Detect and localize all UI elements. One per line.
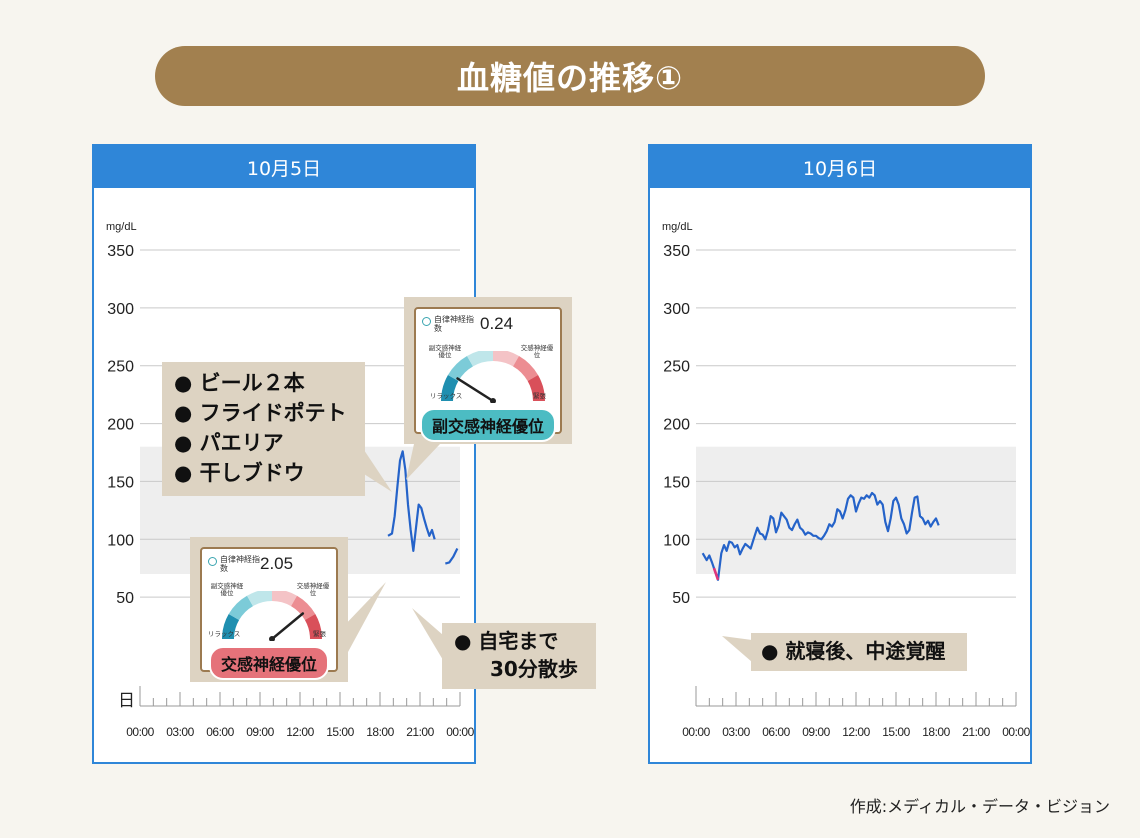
chart-title: 血糖値の推移① bbox=[155, 46, 985, 106]
y-axis-unit: mg/dL bbox=[662, 221, 693, 233]
gauge-arc-segment bbox=[222, 614, 240, 640]
y-tick-label: 150 bbox=[663, 474, 690, 491]
gauge-arc-segment bbox=[247, 591, 273, 607]
gauge-arc-segment bbox=[304, 614, 322, 640]
y-axis-unit: mg/dL bbox=[106, 221, 137, 233]
y-tick-label: 200 bbox=[663, 417, 690, 434]
x-tick-label: 12:00 bbox=[842, 725, 870, 739]
gauge-header: 自律神経指数 bbox=[220, 555, 260, 573]
y-tick-label: 100 bbox=[107, 532, 134, 549]
x-tick-label: 09:00 bbox=[246, 725, 274, 739]
panel-date-header: 10月5日 bbox=[94, 146, 474, 188]
sleep-annotation: ● 就寝後、中途覚醒 bbox=[751, 633, 967, 671]
gauge-relax-label: リラックス bbox=[208, 630, 241, 638]
sleep-note-text: ● 就寝後、中途覚醒 bbox=[761, 639, 946, 663]
gauge-arc-segment bbox=[290, 595, 316, 621]
gauge-right-label: 交感神経優位 bbox=[520, 344, 554, 359]
gauge-state-badge: 交感神経優位 bbox=[208, 646, 330, 680]
gauge-dial bbox=[222, 591, 322, 641]
y-tick-label: 50 bbox=[672, 590, 690, 607]
gauge-arc-segment bbox=[228, 595, 254, 621]
gauge-right-label: 交感神経優位 bbox=[296, 582, 330, 597]
gauge-value: 2.05 bbox=[260, 554, 294, 573]
y-tick-label: 100 bbox=[663, 532, 690, 549]
glucose-line bbox=[701, 491, 940, 581]
x-tick-label: 03:00 bbox=[166, 725, 194, 739]
gauge-left-label: 副交感神経優位 bbox=[210, 582, 244, 597]
x-tick-label: 03:00 bbox=[722, 725, 750, 739]
x-tick-label: 15:00 bbox=[326, 725, 354, 739]
gauge-arc-segment bbox=[441, 375, 459, 402]
x-tick-label: 00:00 bbox=[126, 725, 154, 739]
autonomic-gauge-sympathetic: 自律神経指数 2.05 副交感神経優位 交感神経優位 リラックス 緊張 交感神経… bbox=[190, 537, 348, 682]
panel-date-header: 10月6日 bbox=[650, 146, 1030, 188]
line-chart-oct6: mg/dL 50 100 150 200 250 300 350 00:00 03:00 06:00… bbox=[662, 221, 1031, 739]
x-tick-label: 12:00 bbox=[286, 725, 314, 739]
gauge-needle-hub bbox=[269, 636, 275, 641]
low-glucose-segment bbox=[712, 567, 720, 581]
gauge-tense-label: 緊張 bbox=[533, 392, 546, 400]
heart-monitor-icon bbox=[208, 557, 217, 566]
gauge-state-badge: 副交感神経優位 bbox=[419, 408, 557, 442]
day-label: 日 bbox=[118, 691, 135, 711]
y-tick-label: 50 bbox=[116, 590, 134, 607]
gauge-left-label: 副交感神経優位 bbox=[428, 344, 462, 359]
y-tick-label: 250 bbox=[107, 359, 134, 376]
y-tick-label: 250 bbox=[663, 359, 690, 376]
x-tick-label: 21:00 bbox=[406, 725, 434, 739]
gauge-arc-segment bbox=[512, 355, 539, 382]
walk-line-2: 30分散歩 bbox=[490, 657, 578, 681]
glucose-line bbox=[387, 450, 436, 552]
gauge-arc-segment bbox=[271, 591, 297, 607]
gauge-needle-hub bbox=[490, 398, 496, 403]
source-credit: 作成:メディカル・データ・ビジョン bbox=[849, 797, 1110, 816]
glucose-line bbox=[445, 548, 459, 565]
x-tick-label: 00:00 bbox=[1002, 725, 1030, 739]
y-tick-label: 350 bbox=[663, 243, 690, 260]
gauge-needle bbox=[270, 612, 305, 641]
gauge-relax-label: リラックス bbox=[430, 392, 463, 400]
x-tick-label: 15:00 bbox=[882, 725, 910, 739]
gauge-arc-segment bbox=[527, 375, 545, 402]
heart-monitor-icon bbox=[422, 317, 431, 326]
gauge-value: 0.24 bbox=[480, 314, 514, 333]
gauge-arc-segment bbox=[447, 355, 474, 382]
x-tick-label: 18:00 bbox=[366, 725, 394, 739]
chart-panel-oct6: 10月6日 mg/dL 50 100 150 200 250 300 350 00:00 03:0… bbox=[648, 144, 1032, 764]
x-tick-label: 06:00 bbox=[206, 725, 234, 739]
food-item: ● フライドポテト bbox=[174, 401, 347, 425]
walk-line-1: ● 自宅まで bbox=[454, 629, 559, 653]
gauge-tense-label: 緊張 bbox=[313, 630, 326, 638]
y-tick-label: 200 bbox=[107, 417, 134, 434]
autonomic-gauge-parasympathetic: 自律神経指数 0.24 副交感神経優位 交感神経優位 リラックス 緊張 副交感神… bbox=[404, 297, 572, 444]
gauge-header: 自律神経指数 bbox=[434, 315, 474, 333]
y-tick-label: 350 bbox=[107, 243, 134, 260]
gauge-arc-segment bbox=[492, 351, 519, 367]
y-tick-label: 150 bbox=[107, 474, 134, 491]
x-tick-label: 06:00 bbox=[762, 725, 790, 739]
walk-annotation: ● 自宅まで 30分散歩 bbox=[442, 623, 596, 689]
food-item: ● ビール２本 bbox=[174, 371, 305, 395]
food-annotation: ● ビール２本 ● フライドポテト ● パエリア ● 干しブドウ bbox=[162, 362, 365, 496]
x-tick-label: 21:00 bbox=[962, 725, 990, 739]
food-item: ● パエリア bbox=[174, 431, 284, 455]
x-tick-label: 18:00 bbox=[922, 725, 950, 739]
x-tick-label: 09:00 bbox=[802, 725, 830, 739]
y-tick-label: 300 bbox=[663, 301, 690, 318]
x-tick-label: 00:00 bbox=[446, 725, 474, 739]
food-item: ● 干しブドウ bbox=[174, 461, 305, 485]
y-tick-label: 300 bbox=[107, 301, 134, 318]
gauge-arc-segment bbox=[467, 351, 494, 367]
x-tick-label: 00:00 bbox=[682, 725, 710, 739]
gauge-needle bbox=[456, 377, 495, 403]
gauge-dial bbox=[441, 351, 545, 403]
